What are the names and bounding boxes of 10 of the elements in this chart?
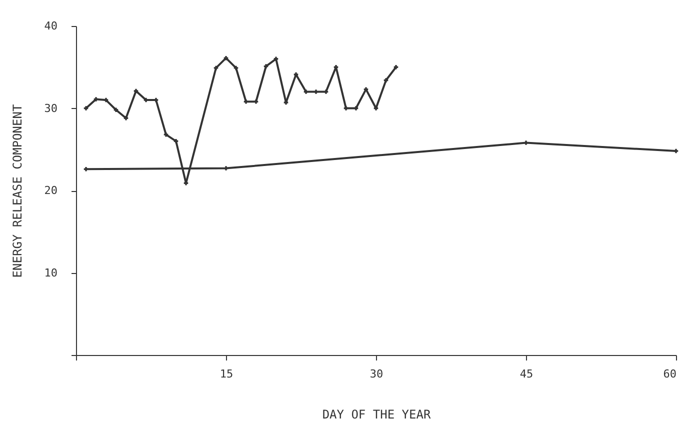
x-tick-label: 45 (520, 368, 534, 380)
x-tick-label: 15 (220, 368, 234, 380)
x-axis-title: DAY OF THE YEAR (322, 408, 432, 422)
x-tick-label: 30 (370, 368, 384, 380)
x-tick-label: 60 (663, 368, 676, 380)
y-tick-label: 30 (44, 102, 58, 115)
y-tick-label: 40 (44, 20, 58, 32)
y-tick-label: 10 (44, 266, 58, 280)
y-tick-label: 20 (44, 184, 58, 197)
y-axis-title: ENERGY RELEASE COMPONENT (10, 104, 24, 278)
